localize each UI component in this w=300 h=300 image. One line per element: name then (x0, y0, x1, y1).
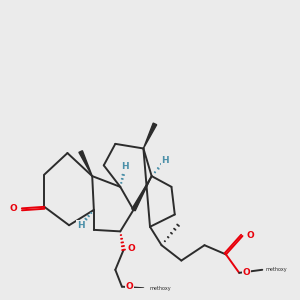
Polygon shape (132, 176, 152, 211)
Text: H: H (77, 221, 85, 230)
Text: H: H (122, 162, 129, 171)
Text: O: O (125, 282, 133, 291)
Text: methoxy: methoxy (265, 267, 287, 272)
Text: O: O (246, 232, 254, 241)
Polygon shape (79, 151, 92, 176)
Polygon shape (143, 123, 157, 148)
Text: O: O (127, 244, 135, 253)
Text: O: O (243, 268, 250, 278)
Text: H: H (161, 156, 169, 165)
Text: O: O (10, 204, 17, 213)
Text: methoxy: methoxy (149, 286, 171, 291)
